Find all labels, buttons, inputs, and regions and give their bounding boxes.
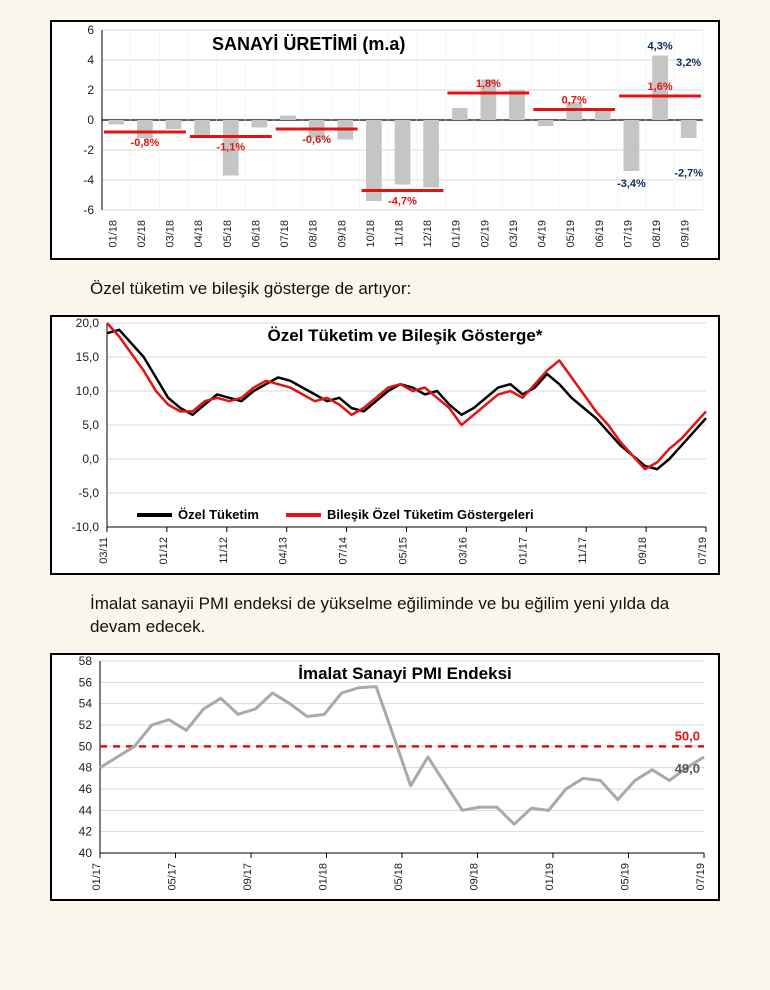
page: -6-4-20246-0,8%-1,1%-0,6%-4,7%1,8%0,7%1,… bbox=[0, 0, 770, 931]
svg-text:-5,0: -5,0 bbox=[78, 486, 99, 500]
svg-text:09/19: 09/19 bbox=[680, 220, 692, 248]
svg-text:-1,1%: -1,1% bbox=[216, 142, 245, 154]
svg-text:06/19: 06/19 bbox=[594, 220, 606, 248]
svg-text:15,0: 15,0 bbox=[76, 350, 100, 364]
svg-text:01/17: 01/17 bbox=[91, 863, 103, 891]
svg-text:-0,6%: -0,6% bbox=[302, 134, 331, 146]
svg-text:6: 6 bbox=[87, 23, 94, 37]
svg-text:49,0: 49,0 bbox=[675, 761, 700, 776]
svg-text:-6: -6 bbox=[83, 203, 94, 217]
svg-text:0: 0 bbox=[87, 113, 94, 127]
svg-text:Bileşik Özel Tüketim Göstergel: Bileşik Özel Tüketim Göstergeleri bbox=[327, 507, 534, 522]
svg-text:03/16: 03/16 bbox=[457, 537, 469, 565]
svg-text:07/19: 07/19 bbox=[695, 863, 707, 891]
svg-text:11/17: 11/17 bbox=[577, 537, 589, 564]
svg-text:05/19: 05/19 bbox=[565, 220, 577, 248]
svg-text:48: 48 bbox=[79, 760, 93, 774]
svg-text:07/19: 07/19 bbox=[697, 537, 709, 565]
svg-text:Özel Tüketim ve Bileşik Göster: Özel Tüketim ve Bileşik Gösterge* bbox=[268, 326, 543, 345]
svg-text:08/19: 08/19 bbox=[651, 220, 663, 248]
svg-text:01/17: 01/17 bbox=[517, 537, 529, 565]
svg-text:-3,4%: -3,4% bbox=[617, 178, 646, 190]
svg-text:11/12: 11/12 bbox=[218, 537, 230, 564]
svg-text:Özel Tüketim: Özel Tüketim bbox=[178, 507, 259, 522]
svg-text:20,0: 20,0 bbox=[76, 317, 100, 330]
svg-text:03/11: 03/11 bbox=[98, 537, 110, 564]
svg-text:08/18: 08/18 bbox=[308, 220, 320, 248]
svg-text:50,0: 50,0 bbox=[675, 728, 700, 743]
svg-text:52: 52 bbox=[79, 718, 93, 732]
svg-text:3,2%: 3,2% bbox=[676, 57, 701, 69]
svg-text:04/19: 04/19 bbox=[537, 220, 549, 248]
svg-text:0,7%: 0,7% bbox=[562, 95, 587, 107]
caption-2: İmalat sanayii PMI endeksi de yükselme e… bbox=[50, 593, 720, 639]
svg-text:01/18: 01/18 bbox=[318, 863, 330, 891]
svg-text:01/18: 01/18 bbox=[107, 220, 119, 248]
svg-text:05/19: 05/19 bbox=[620, 863, 632, 891]
svg-text:03/18: 03/18 bbox=[165, 220, 177, 248]
svg-text:0,0: 0,0 bbox=[82, 452, 99, 466]
svg-text:07/18: 07/18 bbox=[279, 220, 291, 248]
svg-text:02/18: 02/18 bbox=[136, 220, 148, 248]
svg-text:44: 44 bbox=[79, 803, 93, 817]
svg-text:10,0: 10,0 bbox=[76, 384, 100, 398]
svg-text:11/18: 11/18 bbox=[394, 220, 406, 247]
svg-text:42: 42 bbox=[79, 824, 93, 838]
svg-text:07/14: 07/14 bbox=[338, 537, 350, 565]
svg-text:04/13: 04/13 bbox=[278, 537, 290, 565]
svg-text:02/19: 02/19 bbox=[479, 220, 491, 248]
svg-text:-4,7%: -4,7% bbox=[388, 196, 417, 208]
svg-text:50: 50 bbox=[79, 739, 93, 753]
svg-text:05/15: 05/15 bbox=[398, 537, 410, 565]
svg-text:04/18: 04/18 bbox=[193, 220, 205, 248]
svg-text:01/19: 01/19 bbox=[451, 220, 463, 248]
svg-text:09/17: 09/17 bbox=[242, 863, 254, 891]
svg-text:-0,8%: -0,8% bbox=[131, 137, 160, 149]
svg-text:-10,0: -10,0 bbox=[72, 520, 100, 534]
svg-text:06/18: 06/18 bbox=[250, 220, 262, 248]
svg-text:03/19: 03/19 bbox=[508, 220, 520, 248]
svg-text:4,3%: 4,3% bbox=[648, 41, 673, 53]
svg-text:56: 56 bbox=[79, 675, 93, 689]
svg-text:4: 4 bbox=[87, 53, 94, 67]
svg-text:07/19: 07/19 bbox=[622, 220, 634, 248]
svg-text:05/17: 05/17 bbox=[167, 863, 179, 891]
svg-text:54: 54 bbox=[79, 696, 93, 710]
svg-text:09/18: 09/18 bbox=[637, 537, 649, 565]
svg-text:05/18: 05/18 bbox=[222, 220, 234, 248]
svg-text:İmalat Sanayi PMI Endeksi: İmalat Sanayi PMI Endeksi bbox=[298, 664, 512, 683]
svg-text:46: 46 bbox=[79, 782, 93, 796]
svg-text:1,8%: 1,8% bbox=[476, 78, 501, 90]
svg-text:1,6%: 1,6% bbox=[648, 81, 673, 93]
svg-text:58: 58 bbox=[79, 655, 93, 668]
svg-text:05/18: 05/18 bbox=[393, 863, 405, 891]
svg-text:10/18: 10/18 bbox=[365, 220, 377, 248]
chart-sanayi-uretimi: -6 -4 -2 0 2 4 6 -0,8% -1,1% -0,6% -4,7% 1,8% 0,7% 1,… bbox=[50, 20, 720, 260]
svg-text:2: 2 bbox=[87, 83, 94, 97]
chart-ozel-tuketim: -10,0 -5,0 0,0 5,0 10,0 15,0 20,0 03/11 01/12 11/… bbox=[50, 315, 720, 575]
svg-text:01/19: 01/19 bbox=[544, 863, 556, 891]
svg-text:09/18: 09/18 bbox=[336, 220, 348, 248]
svg-text:09/18: 09/18 bbox=[469, 863, 481, 891]
svg-text:-2,7%: -2,7% bbox=[674, 168, 703, 180]
svg-text:01/12: 01/12 bbox=[158, 537, 170, 565]
svg-text:-4: -4 bbox=[83, 173, 94, 187]
svg-text:SANAYİ ÜRETİMİ (m.a): SANAYİ ÜRETİMİ (m.a) bbox=[212, 34, 405, 54]
svg-text:12/18: 12/18 bbox=[422, 220, 434, 248]
chart-pmi-endeksi: 40 42 44 46 48 50 52 54 56 58 01/17 05/17 09/17 01/18… bbox=[50, 653, 720, 901]
caption-1: Özel tüketim ve bileşik gösterge de artı… bbox=[50, 278, 720, 301]
svg-text:5,0: 5,0 bbox=[82, 418, 99, 432]
svg-text:40: 40 bbox=[79, 846, 93, 860]
svg-text:-2: -2 bbox=[83, 143, 94, 157]
